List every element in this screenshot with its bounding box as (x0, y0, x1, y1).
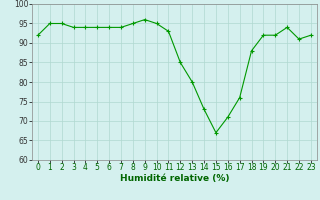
X-axis label: Humidité relative (%): Humidité relative (%) (120, 174, 229, 183)
